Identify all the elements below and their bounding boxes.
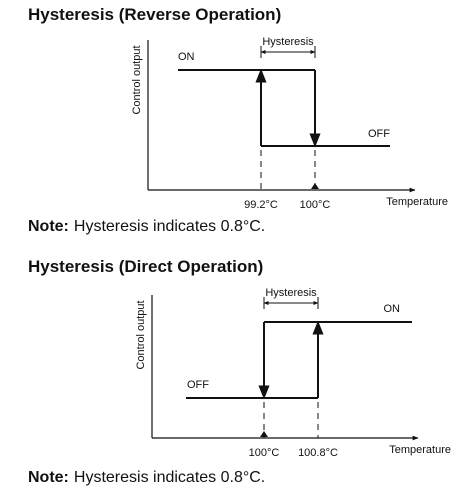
tick-triangle bbox=[311, 183, 319, 189]
tick-triangle bbox=[260, 431, 268, 437]
note: Note: Hysteresis indicates 0.8°C. bbox=[28, 218, 265, 235]
off-label: OFF bbox=[187, 379, 209, 391]
on-label: ON bbox=[384, 303, 401, 315]
hysteresis-label: Hysteresis bbox=[262, 36, 314, 48]
tick-label: 100°C bbox=[300, 199, 331, 211]
hysteresis-label: Hysteresis bbox=[265, 287, 317, 299]
note-text: Hysteresis indicates 0.8°C. bbox=[74, 218, 265, 235]
x-axis-label: Temperature bbox=[389, 444, 451, 456]
y-axis-label: Control output bbox=[131, 45, 143, 114]
y-axis-label: Control output bbox=[135, 300, 147, 369]
note-text: Hysteresis indicates 0.8°C. bbox=[74, 469, 265, 486]
note-label: Note: bbox=[28, 469, 69, 486]
tick-label: 100°C bbox=[249, 447, 280, 459]
section-title: Hysteresis (Reverse Operation) bbox=[28, 5, 281, 24]
section-title: Hysteresis (Direct Operation) bbox=[28, 257, 263, 276]
tick-label: 99.2°C bbox=[244, 199, 278, 211]
x-axis-label: Temperature bbox=[386, 196, 448, 208]
tick-label: 100.8°C bbox=[298, 447, 338, 459]
off-label: OFF bbox=[368, 128, 390, 140]
note-label: Note: bbox=[28, 218, 69, 235]
note: Note: Hysteresis indicates 0.8°C. bbox=[28, 469, 265, 486]
on-label: ON bbox=[178, 51, 195, 63]
